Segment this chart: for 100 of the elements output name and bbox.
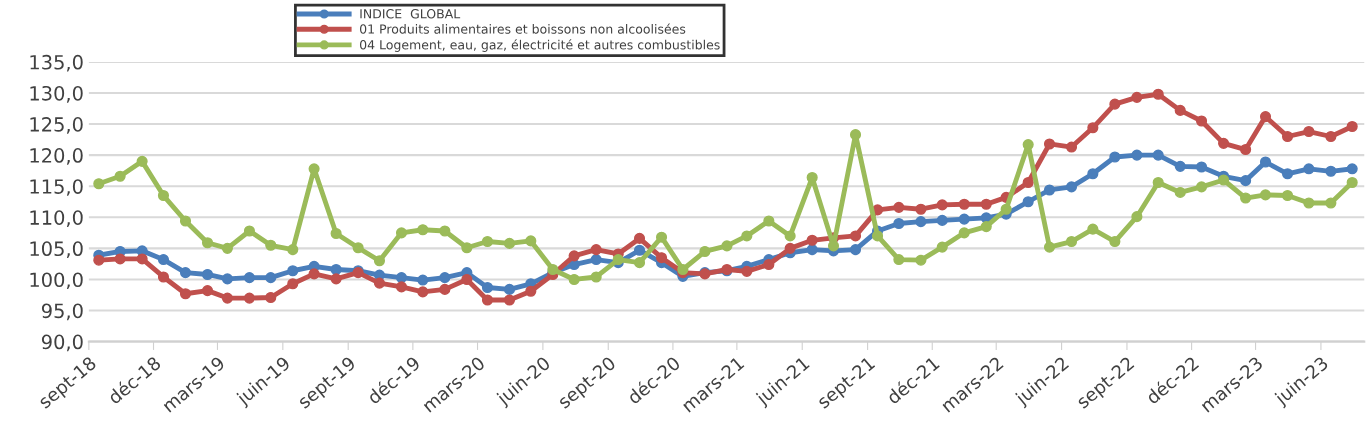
point (481, 294, 494, 306)
point (1043, 184, 1056, 196)
point (1240, 175, 1252, 187)
point (633, 257, 646, 269)
point (936, 199, 948, 211)
point (893, 217, 905, 230)
point (243, 225, 255, 237)
point (1195, 115, 1208, 127)
point (915, 203, 927, 215)
y-tick-label: 95,0 (41, 303, 83, 321)
point (633, 244, 646, 256)
point (179, 215, 192, 227)
point (287, 265, 299, 277)
y-tick-label: 90,0 (41, 334, 83, 352)
point (1109, 235, 1121, 248)
point (1000, 203, 1012, 215)
point (1346, 120, 1358, 133)
point (915, 254, 927, 266)
point (915, 216, 927, 228)
point (395, 281, 408, 293)
point (1240, 192, 1252, 204)
point (1195, 161, 1208, 173)
y-tick-label: 100,0 (30, 272, 83, 290)
point (1152, 88, 1164, 100)
point (763, 215, 775, 227)
point (179, 267, 192, 279)
point (958, 213, 970, 225)
point (93, 178, 105, 190)
point (287, 278, 299, 290)
point (1195, 181, 1208, 193)
point (461, 273, 473, 286)
point (114, 253, 126, 265)
point (1152, 149, 1164, 161)
point (849, 244, 862, 256)
point (330, 263, 342, 276)
point (1259, 111, 1272, 123)
point (871, 230, 884, 242)
point (1087, 122, 1099, 134)
point (136, 155, 148, 167)
point (741, 230, 753, 242)
point (655, 231, 668, 243)
point (1259, 189, 1272, 201)
y-tick-label: 125,0 (30, 117, 83, 134)
point (633, 232, 646, 244)
point (568, 250, 580, 262)
point (330, 227, 342, 240)
point (699, 245, 711, 258)
point (1325, 165, 1337, 177)
point (1259, 156, 1272, 168)
point (721, 240, 733, 252)
point (265, 291, 277, 304)
point (1218, 137, 1230, 149)
point (1325, 197, 1337, 209)
point (439, 272, 451, 284)
point (893, 201, 905, 213)
point (373, 255, 386, 267)
point (1303, 163, 1315, 175)
point (287, 244, 299, 256)
y-tick-label: 130,0 (30, 85, 83, 103)
point (590, 244, 602, 256)
point (352, 242, 364, 254)
point (568, 273, 580, 286)
legend-label: 04 Logement, eau, gaz, électricité et autres combustibles (360, 39, 720, 52)
point (547, 263, 559, 276)
point (417, 286, 429, 298)
point (1065, 181, 1078, 193)
point (157, 189, 170, 202)
point (1152, 176, 1164, 189)
point (481, 235, 494, 248)
point (1065, 141, 1078, 153)
point (525, 235, 537, 247)
point (395, 227, 408, 239)
point (677, 263, 689, 276)
point (980, 198, 992, 210)
point (1109, 98, 1121, 110)
point (1346, 163, 1358, 175)
point (201, 237, 214, 249)
point (784, 242, 796, 254)
point (1131, 91, 1143, 103)
point (1065, 235, 1078, 248)
point (936, 241, 948, 253)
point (1325, 130, 1337, 143)
point (1281, 130, 1294, 143)
point (1131, 149, 1143, 161)
y-tick-label: 105,0 (30, 241, 83, 259)
point (330, 273, 342, 285)
point (503, 237, 516, 249)
point (590, 271, 602, 283)
point (201, 285, 214, 297)
point (1281, 168, 1294, 180)
legend-label: INDICE GLOBAL (360, 9, 461, 19)
point (481, 281, 494, 294)
point (1131, 211, 1143, 223)
point (243, 292, 255, 304)
point (590, 254, 602, 266)
point (243, 272, 255, 284)
point (395, 272, 408, 284)
point (221, 292, 233, 304)
point (308, 163, 320, 175)
point (157, 271, 170, 283)
